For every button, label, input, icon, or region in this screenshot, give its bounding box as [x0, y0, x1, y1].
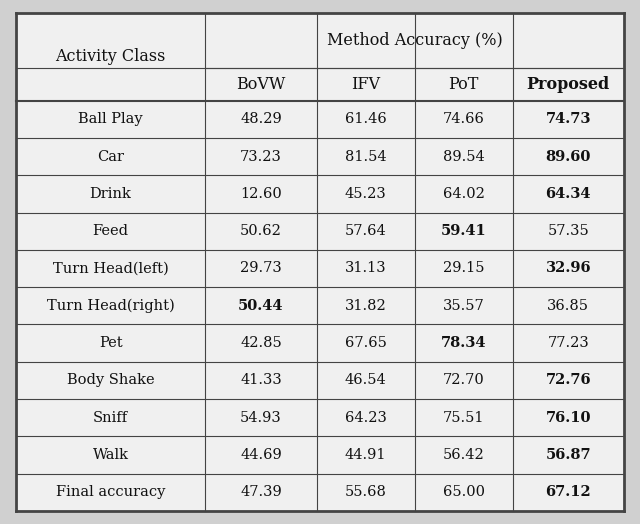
Text: 64.34: 64.34: [545, 187, 591, 201]
Text: Sniff: Sniff: [93, 411, 128, 424]
Text: 35.57: 35.57: [443, 299, 484, 313]
Text: Turn Head(right): Turn Head(right): [47, 299, 175, 313]
Text: 41.33: 41.33: [240, 374, 282, 387]
Text: Final accuracy: Final accuracy: [56, 485, 165, 499]
Text: Ball Play: Ball Play: [78, 112, 143, 126]
Text: BoVW: BoVW: [236, 76, 285, 93]
Text: 54.93: 54.93: [240, 411, 282, 424]
Text: 89.54: 89.54: [443, 149, 484, 163]
Text: Feed: Feed: [93, 224, 129, 238]
Text: 36.85: 36.85: [547, 299, 589, 313]
Text: 31.82: 31.82: [345, 299, 387, 313]
Text: 50.62: 50.62: [240, 224, 282, 238]
Text: 76.10: 76.10: [545, 411, 591, 424]
Text: 72.76: 72.76: [545, 374, 591, 387]
Text: 77.23: 77.23: [547, 336, 589, 350]
Text: Pet: Pet: [99, 336, 122, 350]
Text: 47.39: 47.39: [240, 485, 282, 499]
Text: 29.15: 29.15: [443, 261, 484, 276]
Text: 42.85: 42.85: [240, 336, 282, 350]
Text: 57.35: 57.35: [547, 224, 589, 238]
Text: 89.60: 89.60: [545, 149, 591, 163]
Text: 44.69: 44.69: [240, 448, 282, 462]
Text: 57.64: 57.64: [345, 224, 387, 238]
Text: Body Shake: Body Shake: [67, 374, 154, 387]
Text: 72.70: 72.70: [443, 374, 484, 387]
Text: 81.54: 81.54: [345, 149, 387, 163]
Text: 32.96: 32.96: [545, 261, 591, 276]
Text: 44.91: 44.91: [345, 448, 387, 462]
Text: 75.51: 75.51: [443, 411, 484, 424]
Text: Car: Car: [97, 149, 124, 163]
Text: 61.46: 61.46: [345, 112, 387, 126]
Text: Turn Head(left): Turn Head(left): [52, 261, 168, 276]
Text: 59.41: 59.41: [441, 224, 486, 238]
Text: 65.00: 65.00: [442, 485, 484, 499]
Text: 45.23: 45.23: [345, 187, 387, 201]
Text: 31.13: 31.13: [345, 261, 387, 276]
Text: 74.66: 74.66: [443, 112, 484, 126]
Text: 56.42: 56.42: [443, 448, 484, 462]
Text: 74.73: 74.73: [545, 112, 591, 126]
Text: 64.02: 64.02: [443, 187, 484, 201]
Text: Proposed: Proposed: [527, 76, 610, 93]
Text: 56.87: 56.87: [545, 448, 591, 462]
Text: PoT: PoT: [449, 76, 479, 93]
Text: 29.73: 29.73: [240, 261, 282, 276]
Text: 50.44: 50.44: [238, 299, 284, 313]
Text: 46.54: 46.54: [345, 374, 387, 387]
Text: Activity Class: Activity Class: [56, 48, 166, 66]
Text: 73.23: 73.23: [240, 149, 282, 163]
Text: 64.23: 64.23: [345, 411, 387, 424]
Text: Method Accuracy (%): Method Accuracy (%): [326, 32, 502, 49]
Text: Drink: Drink: [90, 187, 131, 201]
Text: Walk: Walk: [93, 448, 129, 462]
Text: IFV: IFV: [351, 76, 380, 93]
Text: 55.68: 55.68: [345, 485, 387, 499]
Text: 78.34: 78.34: [441, 336, 486, 350]
Text: 67.65: 67.65: [345, 336, 387, 350]
Text: 67.12: 67.12: [545, 485, 591, 499]
Text: 12.60: 12.60: [240, 187, 282, 201]
Text: 48.29: 48.29: [240, 112, 282, 126]
